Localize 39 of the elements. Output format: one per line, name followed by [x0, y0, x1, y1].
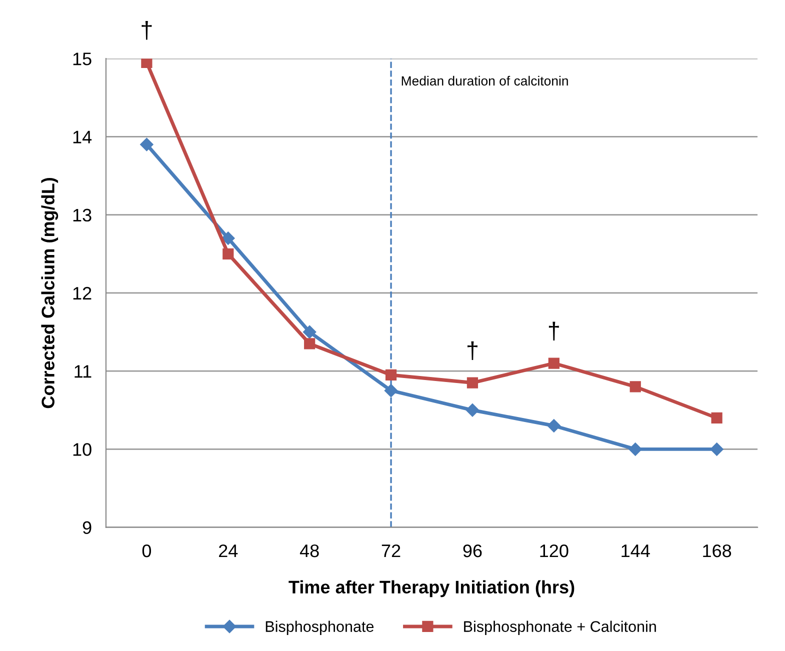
point [222, 232, 235, 245]
point [466, 404, 480, 417]
x-tick-label: 168 [703, 544, 732, 558]
x-axis-title: Time after Therapy Initiation (hrs) [288, 580, 574, 598]
y-tick-label: 11 [74, 365, 92, 378]
x-tick-label: 96 [463, 544, 482, 558]
point [547, 419, 561, 432]
legend-label: Bisphosphonate [266, 620, 374, 635]
point [384, 384, 398, 398]
point [628, 442, 642, 456]
point [711, 412, 722, 424]
point [302, 325, 316, 339]
point [222, 248, 234, 260]
ref-line-label: Median duration of calcitonin [402, 76, 568, 86]
y-tick-label: 10 [73, 443, 92, 456]
point [630, 381, 641, 392]
point [710, 442, 724, 456]
x-tick-label: 120 [540, 544, 568, 558]
y-tick-label: 12 [73, 286, 92, 300]
y-tick-label: 9 [82, 521, 92, 534]
point [304, 338, 316, 350]
y-axis-title: Corrected Calcium (mg/dL) [41, 178, 58, 408]
annotation: † [142, 21, 152, 40]
x-tick-label: 144 [622, 544, 650, 558]
point [140, 138, 154, 152]
point [385, 369, 397, 381]
point [141, 58, 152, 68]
y-tick-label: 13 [73, 208, 92, 222]
annotation: † [548, 322, 559, 341]
x-tick-label: 72 [382, 544, 400, 558]
annotation: † [467, 341, 478, 360]
point [466, 377, 478, 388]
x-tick-label: 48 [300, 544, 319, 558]
x-tick-label: 0 [142, 544, 152, 558]
x-tick-label: 24 [219, 544, 238, 558]
y-tick-label: 14 [73, 130, 92, 144]
legend-label: Bisphosphonate + Calcitonin [464, 620, 656, 635]
point [548, 358, 560, 369]
y-tick-label: 15 [73, 52, 92, 66]
